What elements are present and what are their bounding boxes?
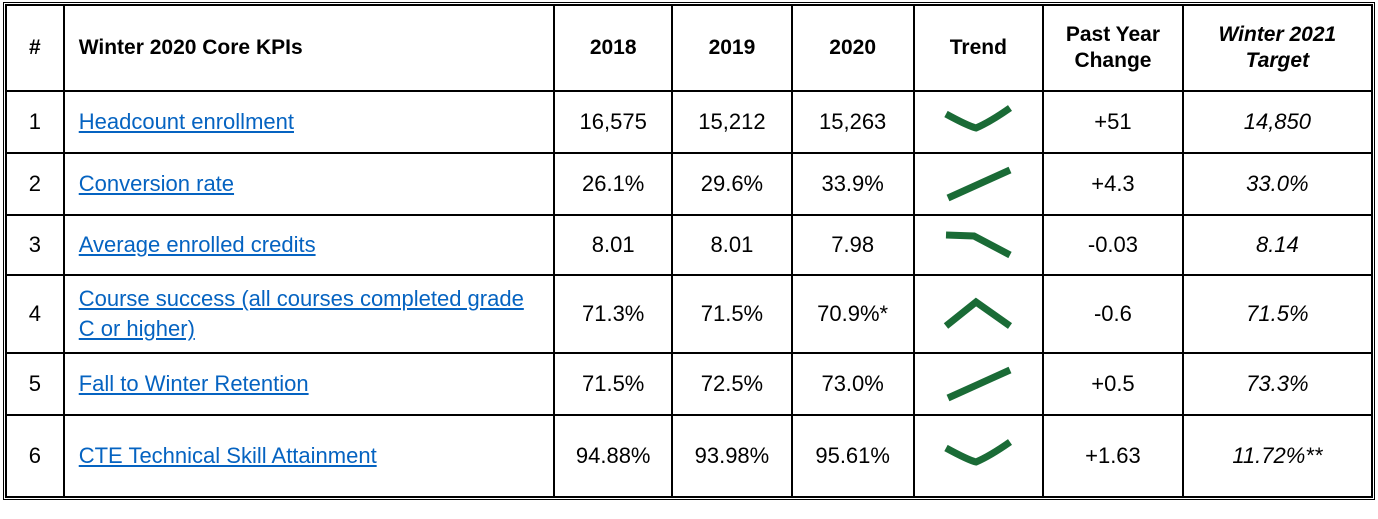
trend-cell xyxy=(913,91,1044,153)
kpi-link[interactable]: Average enrolled credits xyxy=(78,232,316,257)
table-cell: 2 xyxy=(6,153,64,215)
table-cell: 71.5% xyxy=(672,275,792,353)
table-cell: 72.5% xyxy=(672,353,792,415)
kpi-table: # Winter 2020 Core KPIs 2018 2019 2020 Trend P… xyxy=(3,2,1375,500)
trend-line xyxy=(944,439,1013,466)
table-row: 1 Headcount enrollment 16,575 15,212 15,263 +… xyxy=(6,91,1372,153)
trend-icon xyxy=(946,231,1012,259)
header-cell: # xyxy=(6,5,64,91)
table-cell: 16,575 xyxy=(554,91,673,153)
table-cell: CTE Technical Skill Attainment xyxy=(63,415,555,497)
trend-cell xyxy=(913,153,1044,215)
trend-icon xyxy=(944,439,1013,466)
header-row: # Winter 2020 Core KPIs 2018 2019 2020 Trend P… xyxy=(6,5,1372,91)
header-cell: Winter 2021 Target xyxy=(1182,5,1372,91)
table-cell: Headcount enrollment xyxy=(63,91,555,153)
table-cell: 6 xyxy=(6,415,64,497)
header-cell: Past Year Change xyxy=(1043,5,1183,91)
table-cell: Average enrolled credits xyxy=(63,215,555,275)
kpi-link[interactable]: Conversion rate xyxy=(78,171,235,196)
trend-cell xyxy=(913,415,1044,497)
table-row: 5 Fall to Winter Retention 71.5% 72.5% 73.0%… xyxy=(6,353,1372,415)
table-cell: 70.9%* xyxy=(791,275,914,353)
table-cell: 93.98% xyxy=(672,415,792,497)
table-row: 4 Course success (all courses completed g… xyxy=(6,275,1372,353)
table-cell: 71.5% xyxy=(1182,275,1372,353)
table-cell: Course success (all courses completed gr… xyxy=(63,275,555,353)
table-cell: 26.1% xyxy=(554,153,673,215)
table-cell: 94.88% xyxy=(554,415,673,497)
table-body: 1 Headcount enrollment 16,575 15,212 15,263 +… xyxy=(6,91,1372,497)
trend-line xyxy=(944,297,1013,329)
table-cell: 4 xyxy=(6,275,64,353)
trend-cell xyxy=(913,275,1044,353)
header-cell: 2020 xyxy=(791,5,914,91)
table-cell: 5 xyxy=(6,353,64,415)
trend-icon xyxy=(944,297,1013,329)
trend-line xyxy=(946,166,1012,202)
table-cell: 29.6% xyxy=(672,153,792,215)
header-cell: 2019 xyxy=(672,5,792,91)
table-cell: +51 xyxy=(1043,91,1183,153)
header-cell: Winter 2020 Core KPIs xyxy=(63,5,555,91)
table-cell: -0.03 xyxy=(1043,215,1183,275)
table-cell: 8.01 xyxy=(554,215,673,275)
trend-icon xyxy=(946,166,1012,202)
kpi-link[interactable]: Course success (all courses completed gr… xyxy=(78,286,524,341)
table-cell: 95.61% xyxy=(791,415,914,497)
header-cell: 2018 xyxy=(554,5,673,91)
trend-cell xyxy=(913,215,1044,275)
table-cell: 33.0% xyxy=(1182,153,1372,215)
header-cell: Trend xyxy=(913,5,1044,91)
table-cell: 15,212 xyxy=(672,91,792,153)
table-cell: 8.01 xyxy=(672,215,792,275)
table-cell: +0.5 xyxy=(1043,353,1183,415)
kpi-link[interactable]: Headcount enrollment xyxy=(78,109,294,134)
table-cell: +4.3 xyxy=(1043,153,1183,215)
table-cell: 7.98 xyxy=(791,215,914,275)
table-cell: 71.5% xyxy=(554,353,673,415)
table-row: 6 CTE Technical Skill Attainment 94.88% 93.… xyxy=(6,415,1372,497)
table-cell: 11.72%** xyxy=(1182,415,1372,497)
table-cell: 1 xyxy=(6,91,64,153)
table-cell: 33.9% xyxy=(791,153,914,215)
trend-line xyxy=(946,231,1012,259)
trend-icon xyxy=(946,366,1012,402)
table-cell: 3 xyxy=(6,215,64,275)
table-cell: 73.0% xyxy=(791,353,914,415)
kpi-link[interactable]: CTE Technical Skill Attainment xyxy=(78,443,377,468)
table-cell: 71.3% xyxy=(554,275,673,353)
table-row: 2 Conversion rate 26.1% 29.6% 33.9% +4.3 33.0% xyxy=(6,153,1372,215)
trend-line xyxy=(946,366,1012,402)
table-cell: -0.6 xyxy=(1043,275,1183,353)
table-cell: 14,850 xyxy=(1182,91,1372,153)
trend-cell xyxy=(913,353,1044,415)
table-cell: +1.63 xyxy=(1043,415,1183,497)
table-cell: 73.3% xyxy=(1182,353,1372,415)
table-row: 3 Average enrolled credits 8.01 8.01 7.98 -0.… xyxy=(6,215,1372,275)
table-cell: 8.14 xyxy=(1182,215,1372,275)
trend-line xyxy=(944,105,1013,132)
table-cell: Conversion rate xyxy=(63,153,555,215)
kpi-link[interactable]: Fall to Winter Retention xyxy=(78,371,309,396)
table-cell: 15,263 xyxy=(791,91,914,153)
table-cell: Fall to Winter Retention xyxy=(63,353,555,415)
trend-icon xyxy=(944,105,1013,132)
